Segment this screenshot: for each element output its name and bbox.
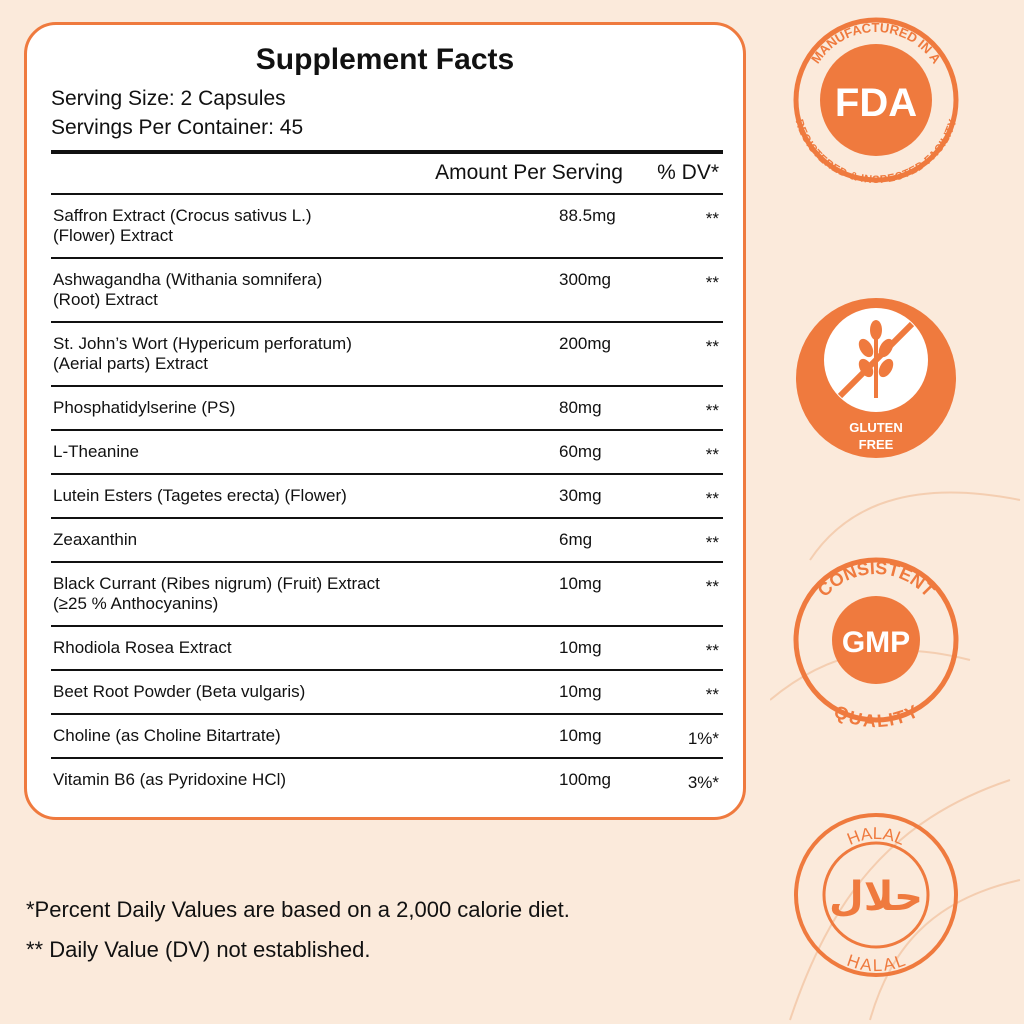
daily-value: ** — [705, 685, 719, 704]
badge-text: QUALITY — [831, 701, 921, 731]
amount: 10mg — [559, 682, 602, 701]
ingredient-name: St. John’s Wort (Hypericum perforatum) — [53, 334, 352, 353]
ingredient-row: Vitamin B6 (as Pyridoxine HCl) 100mg 3%* — [51, 759, 723, 801]
badge-text: CONSISTENT — [814, 558, 939, 601]
amount: 10mg — [559, 726, 602, 745]
servings-per-container: Servings Per Container: 45 — [51, 116, 304, 139]
ingredient-row: Saffron Extract (Crocus sativus L.) (Flow… — [51, 195, 723, 259]
dv-header: % DV* — [657, 161, 719, 184]
ingredient-name: Ashwagandha (Withania somnifera) — [53, 270, 323, 289]
ingredient-row: Choline (as Choline Bitartrate) 10mg 1%* — [51, 715, 723, 759]
title: Supplement Facts — [255, 43, 515, 76]
daily-value: ** — [705, 273, 719, 292]
amount: 200mg — [559, 334, 611, 353]
amount: 80mg — [559, 398, 602, 417]
footnote: ** Daily Value (DV) not established. — [26, 937, 371, 962]
daily-value: 1%* — [687, 729, 719, 748]
gluten-badge: GLUTEN FREE — [796, 298, 956, 458]
daily-value: ** — [705, 445, 719, 464]
badge-center: FDA — [835, 81, 917, 125]
ingredient-row: Zeaxanthin 6mg ** — [51, 519, 723, 563]
rule — [51, 150, 723, 154]
ingredient-row: Ashwagandha (Withania somnifera) (Root) E… — [51, 259, 723, 323]
ingredient-row: L-Theanine 60mg ** — [51, 431, 723, 475]
daily-value: ** — [705, 489, 719, 508]
amount-header: Amount Per Serving — [435, 161, 623, 184]
ingredient-name: Beet Root Powder (Beta vulgaris) — [53, 682, 306, 701]
ingredient-row: Lutein Esters (Tagetes erecta) (Flower) 3… — [51, 475, 723, 519]
ingredient-name: L-Theanine — [53, 442, 140, 461]
ingredient-row: St. John’s Wort (Hypericum perforatum) (A… — [51, 323, 723, 387]
daily-value: ** — [705, 577, 719, 596]
ingredient-name: Choline (as Choline Bitartrate) — [53, 726, 281, 745]
badge-text: FREE — [859, 437, 894, 452]
badge-center: حلال — [829, 874, 923, 920]
ingredient-name: (Aerial parts) Extract — [53, 354, 208, 373]
rows: Saffron Extract (Crocus sativus L.) (Flow… — [51, 193, 723, 801]
badge-text: CONSISTENT — [814, 558, 939, 601]
ingredient-name: Vitamin B6 (as Pyridoxine HCl) — [53, 770, 287, 789]
ingredient-row: Rhodiola Rosea Extract 10mg ** — [51, 627, 723, 671]
amount: 10mg — [559, 574, 602, 593]
footnote: *Percent Daily Values are based on a 2,0… — [26, 897, 570, 922]
amount: 300mg — [559, 270, 611, 289]
ingredient-name: (Flower) Extract — [53, 226, 173, 245]
ingredient-row: Beet Root Powder (Beta vulgaris) 10mg ** — [51, 671, 723, 715]
amount: 30mg — [559, 486, 602, 505]
amount: 10mg — [559, 638, 602, 657]
ingredient-row: Phosphatidylserine (PS) 80mg ** — [51, 387, 723, 431]
floral-decoration — [770, 491, 1021, 1021]
gmp-badge: CONSISTENT QUALITY GMP — [793, 557, 959, 731]
serving-size: Serving Size: 2 Capsules — [51, 87, 286, 110]
badge-text: HALAL — [844, 824, 907, 849]
ingredient-row: Black Currant (Ribes nigrum) (Fruit) Ext… — [51, 563, 723, 627]
ingredient-name: (Root) Extract — [53, 290, 158, 309]
ingredient-name: Saffron Extract (Crocus sativus L.) — [53, 206, 312, 225]
facts-panel: Supplement Facts Serving Size: 2 Capsule… — [24, 22, 746, 820]
badge-text: QUALITY — [831, 701, 921, 731]
amount: 6mg — [559, 530, 593, 549]
header-row: Amount Per Serving % DV* — [51, 157, 723, 193]
ingredient-name: Lutein Esters (Tagetes erecta) (Flower) — [53, 486, 347, 505]
amount: 88.5mg — [559, 206, 616, 225]
ingredient-name: Rhodiola Rosea Extract — [53, 638, 232, 657]
ingredient-name: Zeaxanthin — [53, 530, 138, 549]
daily-value: ** — [705, 209, 719, 228]
badge-text: GLUTEN — [849, 420, 902, 435]
ingredient-name: Black Currant (Ribes nigrum) (Fruit) Ext… — [53, 574, 380, 593]
amount: 100mg — [559, 770, 611, 789]
halal-badge: HALAL HALAL حلال — [794, 813, 958, 977]
daily-value: ** — [705, 641, 719, 660]
ingredient-name: (≥25 % Anthocyanins) — [53, 594, 219, 613]
daily-value: 3%* — [687, 773, 719, 792]
badge-text: HALAL — [844, 824, 907, 849]
badge-center: GMP — [842, 626, 910, 659]
ingredient-name: Phosphatidylserine (PS) — [53, 398, 236, 417]
daily-value: ** — [705, 401, 719, 420]
fda-badge: MANUFACTURED IN A REGISTERED & INSPECTED… — [792, 17, 960, 186]
amount: 60mg — [559, 442, 602, 461]
daily-value: ** — [705, 533, 719, 552]
badges: MANUFACTURED IN A REGISTERED & INSPECTED… — [770, 17, 1021, 1021]
daily-value: ** — [705, 337, 719, 356]
